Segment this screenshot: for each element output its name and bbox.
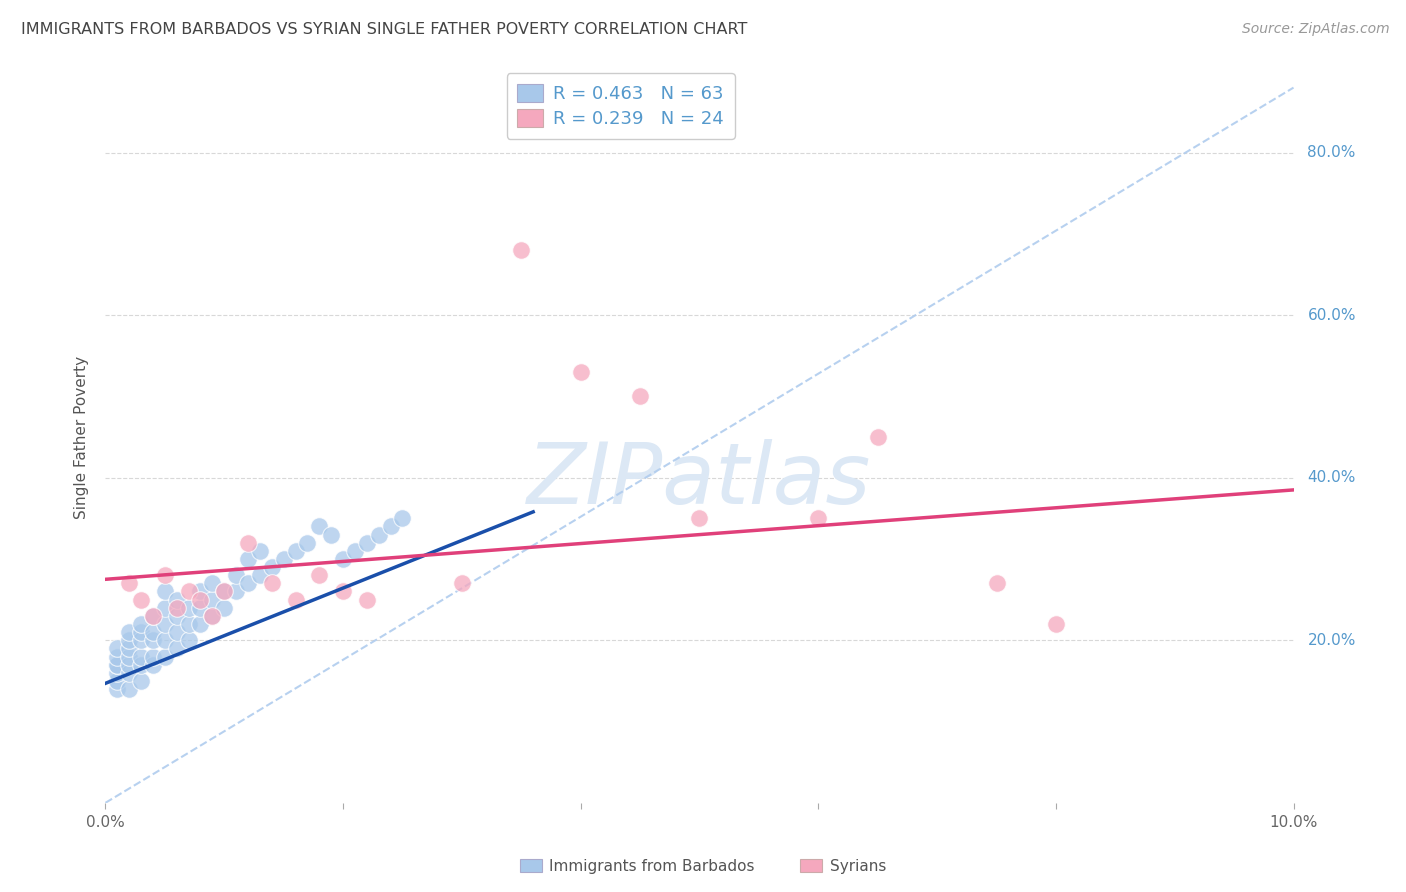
Point	[284, 592, 307, 607]
Point	[260, 576, 283, 591]
Point	[986, 576, 1008, 591]
Point	[628, 389, 651, 403]
Text: 80.0%: 80.0%	[1308, 145, 1355, 161]
Point	[225, 584, 247, 599]
Point	[129, 649, 152, 664]
Point	[105, 681, 128, 696]
Point	[153, 649, 176, 664]
Point	[249, 544, 271, 558]
Point	[225, 568, 247, 582]
Point	[129, 673, 152, 688]
Point	[105, 641, 128, 656]
Point	[214, 600, 236, 615]
Point	[105, 657, 128, 672]
Point	[118, 625, 141, 640]
Point	[236, 552, 259, 566]
Point	[105, 673, 128, 688]
Point	[118, 576, 141, 591]
Point	[308, 568, 330, 582]
Point	[142, 633, 165, 648]
Point	[177, 633, 200, 648]
Point	[118, 641, 141, 656]
Point	[367, 527, 389, 541]
Point	[153, 584, 176, 599]
Point	[177, 584, 200, 599]
Point	[249, 568, 271, 582]
Point	[166, 641, 188, 656]
Point	[569, 365, 592, 379]
Point	[510, 243, 533, 257]
Point	[201, 576, 224, 591]
Point	[118, 649, 141, 664]
Point	[380, 519, 402, 533]
Point	[332, 584, 354, 599]
Point	[1045, 617, 1067, 632]
Point	[166, 592, 188, 607]
Point	[391, 511, 413, 525]
Point	[153, 617, 176, 632]
Point	[356, 535, 378, 549]
Text: 20.0%: 20.0%	[1308, 632, 1355, 648]
Point	[190, 584, 212, 599]
Point	[166, 608, 188, 623]
Point	[129, 592, 152, 607]
Point	[177, 617, 200, 632]
Point	[450, 576, 472, 591]
Text: 40.0%: 40.0%	[1308, 470, 1355, 485]
Point	[153, 633, 176, 648]
Point	[153, 600, 176, 615]
Point	[273, 552, 295, 566]
Point	[142, 608, 165, 623]
Point	[118, 665, 141, 680]
Legend: Immigrants from Barbados, Syrians: Immigrants from Barbados, Syrians	[515, 853, 891, 880]
Point	[118, 681, 141, 696]
Point	[284, 544, 307, 558]
Point	[308, 519, 330, 533]
Point	[166, 625, 188, 640]
Point	[142, 625, 165, 640]
Point	[321, 527, 343, 541]
Point	[190, 600, 212, 615]
Point	[118, 657, 141, 672]
Text: Source: ZipAtlas.com: Source: ZipAtlas.com	[1241, 22, 1389, 37]
Point	[105, 649, 128, 664]
Text: 60.0%: 60.0%	[1308, 308, 1355, 323]
Text: IMMIGRANTS FROM BARBADOS VS SYRIAN SINGLE FATHER POVERTY CORRELATION CHART: IMMIGRANTS FROM BARBADOS VS SYRIAN SINGL…	[21, 22, 748, 37]
Point	[177, 600, 200, 615]
Point	[343, 544, 366, 558]
Point	[214, 584, 236, 599]
Point	[332, 552, 354, 566]
Point	[201, 608, 224, 623]
Point	[129, 633, 152, 648]
Point	[190, 592, 212, 607]
Point	[166, 600, 188, 615]
Point	[129, 657, 152, 672]
Point	[118, 633, 141, 648]
Point	[201, 608, 224, 623]
Point	[153, 568, 176, 582]
Point	[129, 625, 152, 640]
Point	[689, 511, 711, 525]
Point	[105, 665, 128, 680]
Point	[236, 576, 259, 591]
Point	[214, 584, 236, 599]
Point	[356, 592, 378, 607]
Point	[142, 608, 165, 623]
Point	[236, 535, 259, 549]
Point	[260, 560, 283, 574]
Point	[297, 535, 319, 549]
Legend: R = 0.463   N = 63, R = 0.239   N = 24: R = 0.463 N = 63, R = 0.239 N = 24	[506, 73, 735, 139]
Point	[105, 657, 128, 672]
Point	[807, 511, 830, 525]
Text: ZIPatlas: ZIPatlas	[527, 440, 872, 523]
Point	[190, 617, 212, 632]
Point	[142, 657, 165, 672]
Point	[201, 592, 224, 607]
Y-axis label: Single Father Poverty: Single Father Poverty	[75, 356, 90, 518]
Point	[866, 430, 889, 444]
Point	[142, 649, 165, 664]
Point	[129, 617, 152, 632]
